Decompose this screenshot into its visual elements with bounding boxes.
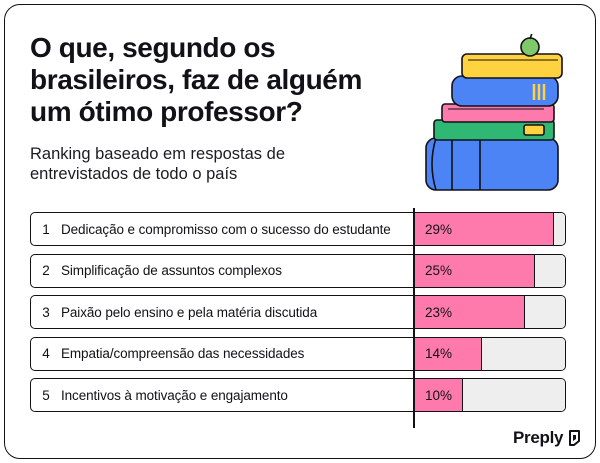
bar-category-label: Paixão pelo ensino e pela matéria discut… — [61, 304, 318, 320]
bar-row-1: 1 Dedicação e compromisso com o sucesso d… — [30, 212, 566, 246]
bar-rank: 4 — [42, 346, 50, 361]
bar-label-cell: 2 Simplificação de assuntos complexos — [31, 255, 414, 287]
book-stack-illustration — [425, 34, 563, 191]
bar-row-4: 4 Empatia/compreensão das necessidades 14% — [30, 336, 566, 371]
page-subtitle: Ranking baseado em respostas de entrevis… — [30, 145, 285, 183]
bar-label-cell: 3 Paixão pelo ensino e pela matéria discu… — [31, 296, 414, 328]
bar-rank: 2 — [42, 263, 50, 278]
bar-row-2: 2 Simplificação de assuntos complexos 25% — [30, 253, 566, 288]
brand-logo: Preply — [513, 428, 583, 448]
bar-fill — [415, 254, 535, 287]
bar-category-label: Incentivos à motivação e engajamento — [61, 387, 288, 403]
brand-logo-text: Preply — [513, 428, 564, 447]
bar-category-label: Empatia/compreensão das necessidades — [61, 346, 305, 361]
bar-value-label: 29% — [425, 221, 453, 237]
chart-divider-line — [413, 208, 415, 428]
bar-value-label: 25% — [425, 263, 453, 278]
bar-track: 14% — [414, 337, 565, 370]
bar-fill — [415, 379, 463, 411]
bar-track: 10% — [414, 379, 565, 411]
bar-category-label: Dedicação e compromisso com o sucesso do… — [61, 221, 391, 237]
page-title: O que, segundo os brasileiros, faz de al… — [30, 32, 362, 127]
bar-row-5: 5 Incentivos à motivação e engajamento 10% — [30, 378, 566, 412]
bar-fill — [415, 296, 525, 328]
bar-label-cell: 1 Dedicação e compromisso com o sucesso d… — [31, 213, 414, 245]
bar-fill — [415, 337, 482, 370]
bar-track: 23% — [414, 296, 565, 328]
bar-rank: 1 — [42, 221, 50, 237]
bar-value-label: 10% — [425, 387, 453, 403]
bar-value-label: 23% — [425, 304, 453, 320]
bar-rank: 3 — [42, 304, 50, 320]
bar-rank: 5 — [42, 387, 50, 403]
bar-value-label: 14% — [425, 346, 453, 361]
bar-fill — [415, 213, 554, 245]
preply-mark-icon — [569, 430, 581, 446]
ranking-bar-chart: 1 Dedicação e compromisso com o sucesso d… — [30, 212, 570, 424]
bar-label-cell: 5 Incentivos à motivação e engajamento — [31, 379, 414, 411]
bar-row-3: 3 Paixão pelo ensino e pela matéria discu… — [30, 295, 566, 329]
bar-label-cell: 4 Empatia/compreensão das necessidades — [31, 338, 414, 370]
bar-track: 25% — [414, 254, 565, 287]
bar-category-label: Simplificação de assuntos complexos — [61, 263, 282, 278]
bar-track: 29% — [414, 213, 565, 245]
